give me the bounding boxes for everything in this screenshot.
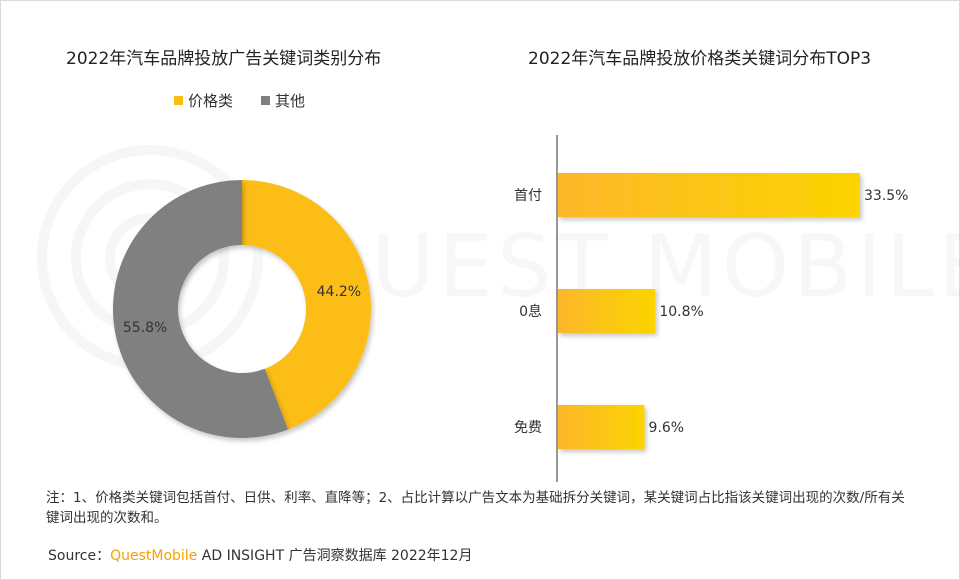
bar-1 bbox=[558, 289, 656, 333]
legend-label-price: 价格类 bbox=[188, 92, 234, 110]
bar-chart-title: 2022年汽车品牌投放价格类关键词分布TOP3 bbox=[528, 49, 872, 69]
donut-label-price: 44.2% bbox=[317, 284, 361, 300]
legend-label-other: 其他 bbox=[275, 92, 306, 110]
bar-chart: 首付 33.5% 0息 10.8% 免费 9.6% bbox=[514, 135, 908, 482]
bar-category-label-0: 首付 bbox=[514, 188, 542, 204]
source-prefix: Source： bbox=[48, 548, 111, 564]
donut-label-other: 55.8% bbox=[123, 320, 167, 336]
source-brand: QuestMobile bbox=[110, 548, 198, 564]
donut-chart-title: 2022年汽车品牌投放广告关键词类别分布 bbox=[66, 49, 382, 69]
legend-item-other: 其他 bbox=[261, 90, 305, 111]
bar-value-label-2: 9.6% bbox=[649, 420, 685, 436]
legend-swatch-other bbox=[261, 96, 271, 105]
bar-value-label-0: 33.5% bbox=[864, 188, 908, 204]
footnote: 注：1、价格类关键词包括首付、日供、利率、直降等；2、占比计算以广告文本为基础拆… bbox=[46, 490, 905, 526]
bar-category-label-1: 0息 bbox=[519, 303, 542, 320]
donut-chart: 44.2% 55.8% bbox=[113, 180, 372, 438]
donut-slice-other bbox=[113, 180, 288, 438]
bar-value-label-1: 10.8% bbox=[659, 304, 703, 320]
source-line: Source：QuestMobile AD INSIGHT 广告洞察数据库 20… bbox=[48, 545, 472, 565]
legend-item-price: 价格类 bbox=[174, 90, 233, 111]
bar-2 bbox=[558, 405, 645, 449]
source-rest: AD INSIGHT 广告洞察数据库 2022年12月 bbox=[197, 548, 473, 564]
donut-legend: 价格类 其他 bbox=[174, 90, 333, 111]
legend-swatch-price bbox=[174, 96, 183, 105]
bar-0 bbox=[558, 173, 860, 217]
bar-category-label-2: 免费 bbox=[514, 420, 542, 436]
donut-slice-price bbox=[242, 180, 372, 430]
